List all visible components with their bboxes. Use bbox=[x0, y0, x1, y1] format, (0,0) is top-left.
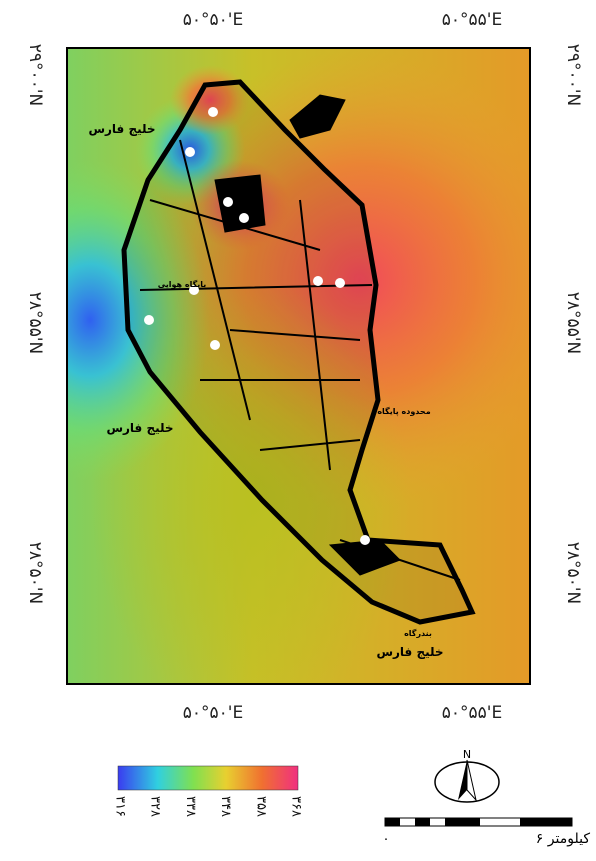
latitude-label: ۲۸°۵۰'N bbox=[563, 542, 583, 604]
place-label: بندرگاه bbox=[404, 628, 432, 638]
latitude-label: ۲۹°۰۰'N bbox=[25, 44, 45, 106]
place-label: محدوده پایگاه bbox=[377, 406, 430, 416]
latitude-label: ۲۸°۵۵'N bbox=[563, 292, 583, 354]
legend-label: ۳۶۸ bbox=[289, 796, 304, 817]
land-outline bbox=[121, 79, 476, 625]
map-frame bbox=[66, 47, 531, 685]
longitude-label: ۵۰°۵۰'E bbox=[183, 703, 243, 723]
legend-label: ۳۵۸ bbox=[253, 796, 268, 817]
longitude-label: ۵۰°۵۵'E bbox=[442, 10, 502, 30]
scale-start: ۰ bbox=[383, 832, 390, 847]
place-label: خلیج فارس bbox=[376, 645, 443, 659]
legend-label: ۳۳۸ bbox=[183, 796, 198, 817]
interpolation-surface bbox=[67, 48, 530, 684]
longitude-label: ۵۰°۵۰'E bbox=[183, 10, 243, 30]
north-arrow: N bbox=[434, 748, 500, 803]
legend-labels: ۳۱۶ ۳۲۸ ۳۳۸ ۳۴۸ ۳۵۸ ۳۶۸ bbox=[113, 796, 304, 817]
legend-label: ۳۲۸ bbox=[148, 796, 163, 817]
legend-label: ۳۴۸ bbox=[218, 796, 233, 817]
place-label: پایگاه هوایی bbox=[158, 279, 207, 289]
places: خلیج فارس خلیج فارس خلیج فارس محدوده پای… bbox=[88, 122, 443, 659]
north-label: N bbox=[463, 748, 471, 761]
place-label: خلیج فارس bbox=[106, 421, 173, 435]
scale-end: ۶ کیلومتر bbox=[536, 831, 591, 847]
longitude-label: ۵۰°۵۵'E bbox=[442, 703, 502, 723]
legend: ۳۱۶ ۳۲۸ ۳۳۸ ۳۴۸ ۳۵۸ ۳۶۸ bbox=[113, 765, 304, 817]
coordinates: ۵۰°۵۰'E ۵۰°۵۵'E ۵۰°۵۰'E ۵۰°۵۵'E ۲۹°۰۰'N … bbox=[25, 10, 583, 723]
legend-label: ۳۱۶ bbox=[113, 796, 128, 817]
place-label: خلیج فارس bbox=[88, 122, 155, 136]
latitude-label: ۲۸°۵۰'N bbox=[25, 542, 45, 604]
legend-bar bbox=[117, 765, 299, 791]
scale-bar: ۰ ۶ کیلومتر bbox=[383, 817, 591, 847]
latitude-label: ۲۹°۰۰'N bbox=[563, 44, 583, 106]
latitude-label: ۲۸°۵۵'N bbox=[25, 292, 45, 354]
sample-points bbox=[144, 107, 370, 545]
